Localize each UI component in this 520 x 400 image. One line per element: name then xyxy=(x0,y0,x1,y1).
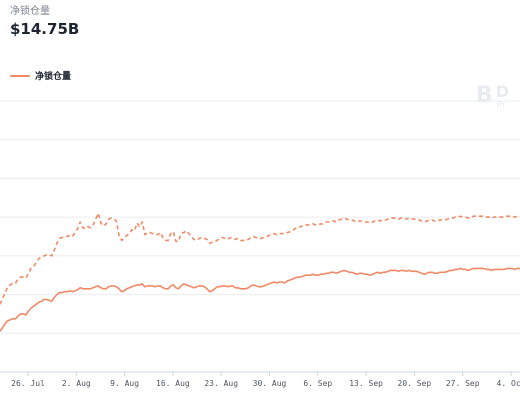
x-tick-label: 2. Aug xyxy=(62,379,91,388)
x-tick-label: 9. Aug xyxy=(110,379,139,388)
x-tick-label: 16. Aug xyxy=(156,379,190,388)
x-tick-label: 23. Aug xyxy=(204,379,238,388)
watermark-subtitle: Yo xyxy=(495,100,505,109)
x-tick-label: 6. Sep xyxy=(303,379,332,388)
x-tick-label: 30. Aug xyxy=(253,379,287,388)
x-tick-label: 26. Jul xyxy=(11,379,45,388)
chart-legend[interactable]: 净锁仓量 xyxy=(10,69,71,82)
legend-swatch xyxy=(10,74,30,77)
x-tick-label: 4. Oct xyxy=(497,379,520,388)
legend-label: 净锁仓量 xyxy=(35,72,72,82)
x-tick-label: 13. Sep xyxy=(349,379,383,388)
series-line-tvl[interactable] xyxy=(0,267,520,332)
metric-header: 净锁仓量 $14.75B xyxy=(10,6,79,39)
metric-label: 净锁仓量 xyxy=(10,6,50,17)
watermark-title: D xyxy=(495,82,510,101)
metric-value: $14.75B xyxy=(10,20,80,38)
x-tick-label: 20. Sep xyxy=(398,379,432,388)
series-line-dashed[interactable] xyxy=(0,212,520,305)
x-tick-label: 27. Sep xyxy=(446,379,480,388)
